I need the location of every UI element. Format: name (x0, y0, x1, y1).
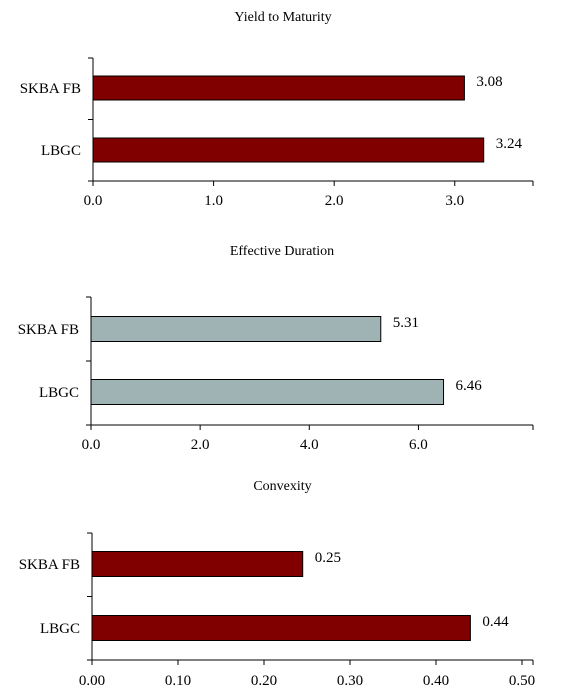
chart-3-x-tick-label: 0.50 (509, 673, 535, 687)
chart-1-x-tick-label: 2.0 (325, 193, 344, 209)
chart-1-x-tick-label: 0.0 (84, 193, 103, 209)
chart-2-x-tick-label: 2.0 (191, 437, 210, 453)
chart-3-x-tick-label: 0.10 (165, 673, 191, 687)
chart-2-data-label: 6.46 (456, 378, 483, 394)
chart-1: Yield to Maturity 0.0 1.0 2.0 3.0 SKBA FB 3.08… (20, 10, 534, 209)
chart-3-category-label: SKBA FB (19, 557, 80, 573)
chart-3: Convexity 0.00 0.10 0.20 0.30 0.40 0.50 SKBA FB… (19, 479, 535, 687)
chart-2-bar-skba-fb (90, 316, 382, 342)
chart-1-bar-skba-fb (92, 75, 465, 101)
chart-1-x-tick-label: 3.0 (445, 193, 464, 209)
chart-3-category-label: LBGC (40, 621, 80, 637)
chart-2-x-tick-label: 4.0 (300, 437, 319, 453)
chart-2-category-label: SKBA FB (18, 322, 79, 338)
chart-1-bar-lbgc (92, 137, 485, 163)
chart-3-data-label: 0.44 (482, 614, 509, 630)
chart-3-bar-lbgc (91, 615, 471, 641)
chart-2-x-tick-label: 0.0 (82, 437, 101, 453)
chart-1-data-label: 3.24 (496, 136, 523, 152)
chart-2-x-tick-label: 6.0 (409, 437, 428, 453)
chart-3-x-tick-label: 0.40 (423, 673, 449, 687)
chart-2-title: Effective Duration (230, 244, 334, 259)
chart-1-title: Yield to Maturity (234, 10, 331, 25)
chart-3-data-label: 0.25 (315, 550, 341, 566)
chart-1-category-label: SKBA FB (20, 81, 81, 97)
chart-3-bar-skba-fb (91, 551, 304, 577)
chart-1-category-label: LBGC (41, 143, 81, 159)
chart-2-bar-lbgc (90, 379, 445, 405)
chart-3-x-tick-label: 0.30 (337, 673, 363, 687)
chart-1-data-label: 3.08 (476, 74, 502, 90)
chart-2: Effective Duration 0.0 2.0 4.0 6.0 SKBA FB 5.3… (18, 244, 534, 453)
chart-1-x-tick-label: 1.0 (204, 193, 223, 209)
chart-2-data-label: 5.31 (393, 315, 419, 331)
chart-3-title: Convexity (253, 479, 311, 494)
chart-3-x-tick-label: 0.20 (251, 673, 277, 687)
chart-2-category-label: LBGC (39, 385, 79, 401)
chart-3-x-tick-label: 0.00 (79, 673, 105, 687)
